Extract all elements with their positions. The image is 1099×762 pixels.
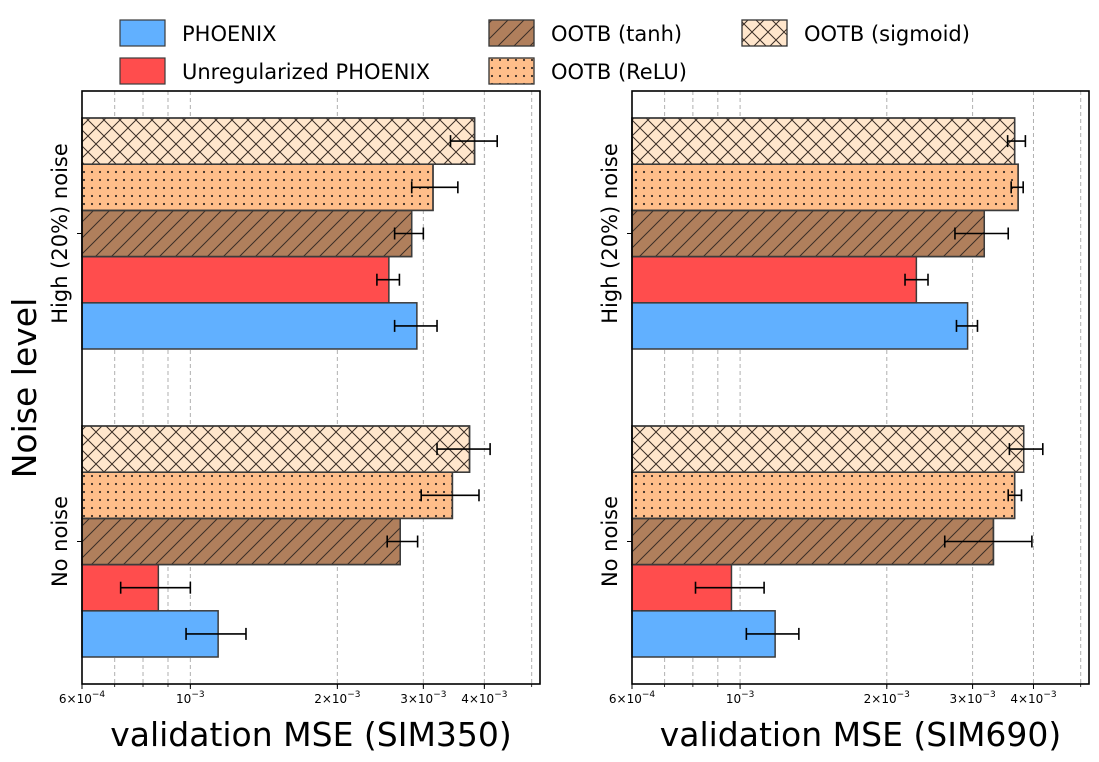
bar-hatch-ootb-relu-no-noise bbox=[81, 471, 454, 520]
chart-panel-sim690: No noise High (20%) noise 6×10−4 10−3 2×10−3… bbox=[598, 90, 1090, 754]
legend-item-ootb-relu: OOTB (ReLU) bbox=[488, 57, 687, 85]
bar-phoenix-high-20-noise bbox=[81, 302, 418, 350]
error-bar-ootb-tanh-high-20-noise bbox=[393, 227, 425, 240]
x-tick-label: 3×10−3 bbox=[949, 690, 995, 706]
legend-swatch bbox=[119, 57, 166, 85]
legend-label: OOTB (sigmoid) bbox=[804, 22, 970, 46]
x-tick-label: 6×10−4 bbox=[59, 690, 106, 706]
x-axis-title: validation MSE (SIM690) bbox=[660, 715, 1062, 754]
category-group-high-20-noise bbox=[631, 117, 1027, 350]
legend-item-ootb-tanh: OOTB (tanh) bbox=[488, 19, 682, 47]
legend-item-phoenix: PHOENIX bbox=[119, 19, 277, 47]
legend-swatch-hatch bbox=[741, 19, 788, 47]
bar-hatch-ootb-sigmoid-no-noise bbox=[631, 425, 1025, 473]
chart-panel-sim350: No noise High (20%) noise 6×10−4 10−3 2×10−3… bbox=[48, 90, 541, 754]
x-tick-label: 4×10−3 bbox=[461, 690, 507, 706]
bar-hatch-ootb-sigmoid-no-noise bbox=[81, 425, 471, 473]
error-bar-ootb-tanh-no-noise bbox=[943, 535, 1033, 548]
x-axis-title: validation MSE (SIM350) bbox=[110, 715, 512, 754]
legend-item-ootb-sigmoid: OOTB (sigmoid) bbox=[741, 19, 970, 47]
bar-hatch-ootb-tanh-no-noise bbox=[81, 517, 401, 566]
x-ticks: 6×10−4 10−3 2×10−3 3×10−3 4×10−3 bbox=[59, 684, 533, 706]
legend-label: PHOENIX bbox=[182, 22, 277, 46]
legend: PHOENIX Unregularized PHOENIX OOTB (tanh) O… bbox=[119, 19, 970, 85]
x-tick-label: 10−3 bbox=[726, 690, 755, 706]
bar-unregularized-phoenix-high-20-noise bbox=[631, 255, 918, 304]
x-tick-label: 6×10−4 bbox=[609, 690, 656, 706]
category-group-no-noise bbox=[631, 425, 1044, 658]
legend-item-unregularized-phoenix: Unregularized PHOENIX bbox=[119, 57, 430, 85]
bar-phoenix-high-20-noise bbox=[631, 302, 969, 350]
legend-label: Unregularized PHOENIX bbox=[182, 60, 430, 84]
x-tick-label: 3×10−3 bbox=[400, 690, 446, 706]
x-tick-label: 2×10−3 bbox=[314, 690, 360, 706]
error-bar-ootb-sigmoid-no-noise bbox=[1008, 443, 1044, 456]
error-bar-ootb-tanh-no-noise bbox=[386, 535, 419, 548]
bar-hatch-ootb-tanh-no-noise bbox=[631, 517, 995, 566]
y-axis-title: Noise level bbox=[5, 298, 44, 479]
x-tick-label: 10−3 bbox=[176, 690, 205, 706]
bar-hatch-ootb-sigmoid-high-20-noise bbox=[81, 117, 476, 165]
error-bar-phoenix-no-noise bbox=[185, 627, 247, 640]
legend-swatch-hatch bbox=[488, 57, 535, 85]
error-bar-ootb-tanh-high-20-noise bbox=[954, 227, 1010, 240]
legend-label: OOTB (ReLU) bbox=[551, 60, 687, 84]
bar-hatch-ootb-tanh-high-20-noise bbox=[631, 209, 986, 258]
bar-unregularized-phoenix-high-20-noise bbox=[81, 255, 390, 304]
error-bar-phoenix-no-noise bbox=[745, 627, 800, 640]
error-bar-ootb-sigmoid-high-20-noise bbox=[1006, 135, 1027, 148]
legend-swatch-hatch bbox=[488, 19, 535, 47]
error-bar-ootb-relu-no-noise bbox=[420, 489, 480, 502]
error-bar-ootb-sigmoid-high-20-noise bbox=[449, 135, 499, 148]
category-group-high-20-noise bbox=[81, 117, 499, 350]
error-bar-phoenix-high-20-noise bbox=[955, 319, 979, 332]
error-bar-ootb-sigmoid-no-noise bbox=[436, 443, 491, 456]
bar-hatch-ootb-relu-no-noise bbox=[631, 471, 1016, 520]
plot-frame bbox=[631, 90, 1090, 685]
plot-frame bbox=[81, 90, 541, 685]
legend-swatch bbox=[119, 19, 166, 47]
error-bar-unregularized-phoenix-no-noise bbox=[119, 581, 192, 594]
y-tick-label: No noise bbox=[598, 496, 622, 587]
y-tick-label: High (20%) noise bbox=[598, 143, 622, 324]
error-bar-phoenix-high-20-noise bbox=[393, 319, 438, 332]
category-group-no-noise bbox=[81, 425, 491, 658]
x-tick-label: 4×10−3 bbox=[1010, 690, 1056, 706]
bar-hatch-ootb-relu-high-20-noise bbox=[81, 163, 434, 212]
error-bar-ootb-relu-high-20-noise bbox=[1010, 181, 1024, 194]
y-tick-label: No noise bbox=[48, 496, 72, 587]
error-bar-ootb-relu-no-noise bbox=[1007, 489, 1023, 502]
error-bar-unregularized-phoenix-no-noise bbox=[694, 581, 765, 594]
bar-hatch-ootb-tanh-high-20-noise bbox=[81, 209, 413, 258]
y-tick-label: High (20%) noise bbox=[48, 143, 72, 324]
error-bar-unregularized-phoenix-high-20-noise bbox=[904, 273, 929, 286]
error-bar-unregularized-phoenix-high-20-noise bbox=[376, 273, 401, 286]
bar-hatch-ootb-relu-high-20-noise bbox=[631, 163, 1019, 212]
error-bar-ootb-relu-high-20-noise bbox=[410, 181, 459, 194]
bar-hatch-ootb-sigmoid-high-20-noise bbox=[631, 117, 1016, 165]
x-tick-label: 2×10−3 bbox=[864, 690, 910, 706]
x-ticks: 6×10−4 10−3 2×10−3 3×10−3 4×10−3 bbox=[609, 684, 1082, 706]
legend-label: OOTB (tanh) bbox=[551, 22, 682, 46]
